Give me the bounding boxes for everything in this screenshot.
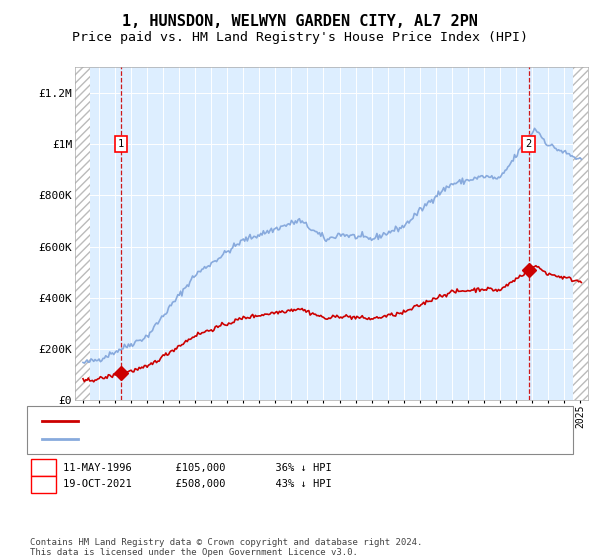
Text: 1, HUNSDON, WELWYN GARDEN CITY, AL7 2PN (detached house): 1, HUNSDON, WELWYN GARDEN CITY, AL7 2PN … — [84, 416, 434, 426]
Text: 2: 2 — [526, 139, 532, 149]
Text: 19-OCT-2021       £508,000        43% ↓ HPI: 19-OCT-2021 £508,000 43% ↓ HPI — [63, 479, 332, 489]
Text: HPI: Average price, detached house, Welwyn Hatfield: HPI: Average price, detached house, Welw… — [84, 434, 403, 444]
Text: 1: 1 — [40, 463, 47, 473]
Bar — [75, 67, 90, 400]
Text: 1, HUNSDON, WELWYN GARDEN CITY, AL7 2PN: 1, HUNSDON, WELWYN GARDEN CITY, AL7 2PN — [122, 14, 478, 29]
Text: 1: 1 — [118, 139, 124, 149]
Text: Contains HM Land Registry data © Crown copyright and database right 2024.
This d: Contains HM Land Registry data © Crown c… — [30, 538, 422, 557]
Text: 11-MAY-1996       £105,000        36% ↓ HPI: 11-MAY-1996 £105,000 36% ↓ HPI — [63, 463, 332, 473]
Text: Price paid vs. HM Land Registry's House Price Index (HPI): Price paid vs. HM Land Registry's House … — [72, 31, 528, 44]
Bar — [573, 67, 588, 400]
Text: 2: 2 — [40, 479, 47, 489]
